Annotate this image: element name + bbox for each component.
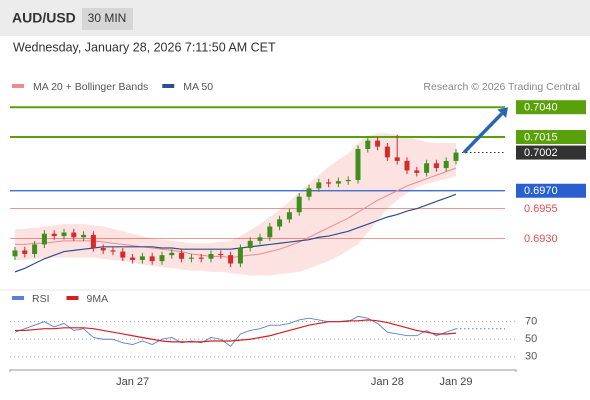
candle-body bbox=[198, 257, 204, 259]
candle-body bbox=[110, 250, 116, 252]
legend-swatch bbox=[12, 296, 24, 300]
legend-label: RSI bbox=[32, 293, 50, 305]
candle-body bbox=[296, 196, 302, 213]
level-box bbox=[516, 145, 586, 160]
candle-body bbox=[208, 253, 214, 259]
x-tick-label: Jan 29 bbox=[439, 376, 472, 388]
candle-body bbox=[355, 148, 361, 180]
level-label: 0.6930 bbox=[524, 233, 558, 245]
candle-body bbox=[149, 256, 155, 262]
candle-body bbox=[326, 182, 332, 184]
candle-body bbox=[139, 256, 145, 260]
legend-swatch bbox=[162, 84, 175, 88]
interval: 30 MIN bbox=[88, 11, 127, 25]
candle-body bbox=[100, 248, 106, 251]
candle-body bbox=[12, 250, 18, 257]
candle-body bbox=[365, 140, 371, 149]
candle-body bbox=[453, 152, 459, 161]
candle-body bbox=[267, 226, 273, 238]
level-label: 0.7002 bbox=[524, 147, 558, 159]
candle-body bbox=[61, 232, 67, 237]
level-label: 0.6970 bbox=[524, 185, 558, 197]
legend-label: MA 20 + Bollinger Bands bbox=[33, 81, 148, 93]
legend-label: 9MA bbox=[87, 293, 109, 305]
candle-body bbox=[90, 234, 96, 249]
candle-body bbox=[228, 255, 234, 264]
candle-body bbox=[277, 219, 283, 227]
x-axis bbox=[9, 369, 517, 372]
candle-body bbox=[335, 181, 341, 184]
candle-body bbox=[424, 163, 430, 173]
candle-body bbox=[345, 180, 351, 182]
candle-body bbox=[22, 250, 28, 254]
candle-body bbox=[188, 257, 194, 259]
timestamp: Wednesday, January 28, 2026 7:11:50 AM C… bbox=[13, 40, 276, 54]
candle-body bbox=[51, 233, 57, 237]
candle-body bbox=[179, 252, 185, 259]
candle-body bbox=[306, 188, 312, 197]
candle-body bbox=[71, 232, 77, 238]
y-tick-label: 70 bbox=[525, 316, 537, 328]
y-tick-label: 50 bbox=[525, 333, 537, 345]
candle-body bbox=[247, 240, 253, 249]
level-box bbox=[516, 130, 586, 145]
credit: Research © 2026 Trading Central bbox=[423, 81, 580, 93]
level-box bbox=[516, 100, 586, 115]
level-label: 0.7040 bbox=[524, 102, 558, 114]
candle-body bbox=[120, 251, 126, 258]
candle-body bbox=[286, 212, 292, 220]
x-tick-label: Jan 28 bbox=[371, 376, 404, 388]
candle-body bbox=[316, 182, 322, 189]
series-line bbox=[14, 315, 457, 347]
legend-label: MA 50 bbox=[183, 81, 213, 93]
interval-badge[interactable] bbox=[82, 8, 133, 30]
candle-body bbox=[218, 253, 224, 256]
ma20-line bbox=[15, 167, 457, 259]
candle-body bbox=[159, 255, 165, 262]
candle-body bbox=[394, 157, 400, 161]
candle-body bbox=[130, 257, 136, 260]
forecast-arrowhead bbox=[497, 107, 508, 118]
candle-body bbox=[443, 160, 449, 169]
candle-body bbox=[384, 146, 390, 158]
candle-body bbox=[41, 233, 47, 245]
candle-body bbox=[375, 140, 381, 147]
legend-swatch bbox=[12, 84, 24, 88]
level-label: 0.7015 bbox=[524, 131, 558, 143]
candle-body bbox=[433, 163, 439, 169]
level-box bbox=[516, 183, 586, 198]
level-label: 0.6955 bbox=[524, 203, 558, 215]
candle-body bbox=[414, 170, 420, 173]
candle-body bbox=[237, 248, 243, 264]
candle-body bbox=[32, 244, 38, 254]
legend-swatch bbox=[66, 296, 79, 300]
candle-body bbox=[169, 252, 175, 256]
series-line bbox=[15, 319, 457, 343]
candle-body bbox=[404, 160, 410, 171]
forecast-arrow bbox=[462, 112, 503, 154]
symbol: AUD/USD bbox=[12, 10, 76, 26]
candle-body bbox=[81, 234, 87, 238]
y-tick-label: 30 bbox=[525, 351, 537, 363]
candle-body bbox=[257, 237, 263, 241]
bollinger-band bbox=[15, 133, 456, 276]
x-tick-label: Jan 27 bbox=[116, 376, 149, 388]
ma50-line bbox=[14, 193, 457, 273]
